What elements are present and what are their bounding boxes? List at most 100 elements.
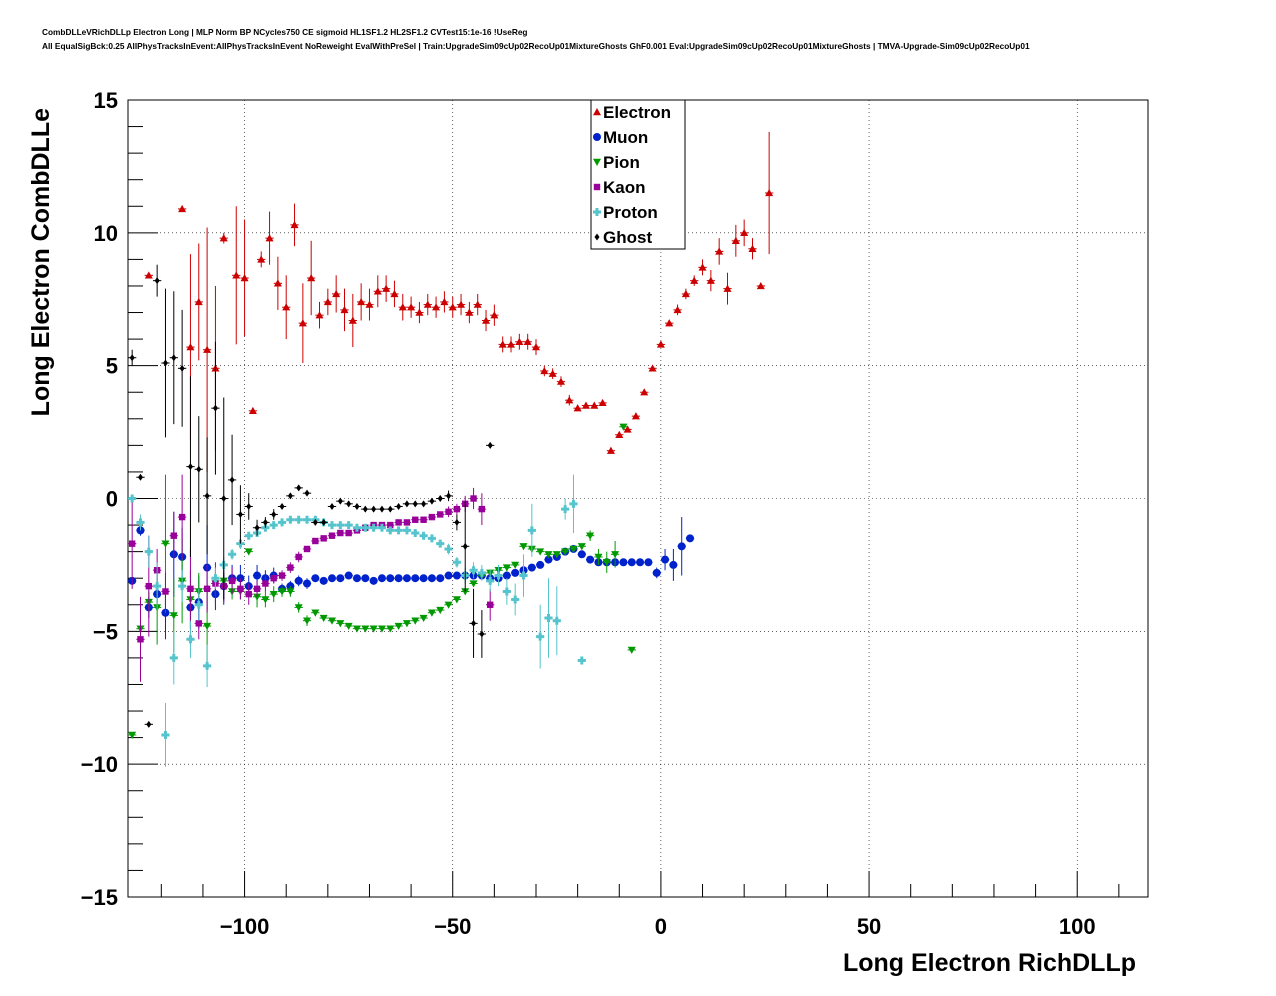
ghost-point: [469, 588, 478, 658]
data-marker: [577, 550, 586, 559]
pion-point: [610, 541, 620, 568]
pion-point: [336, 620, 345, 628]
data-marker: [336, 574, 345, 583]
proton-point: [336, 521, 345, 530]
data-marker: [394, 622, 403, 631]
data-marker: [544, 614, 553, 623]
data-marker: [536, 632, 545, 641]
data-marker: [187, 463, 193, 471]
electron-point: [540, 365, 549, 377]
data-marker: [273, 279, 282, 287]
muon-point: [502, 571, 512, 580]
data-marker: [494, 571, 503, 580]
pion-point: [277, 586, 287, 597]
electron-point: [756, 281, 765, 290]
kaon-point: [436, 511, 445, 518]
data-marker: [153, 582, 162, 591]
data-marker: [444, 601, 453, 609]
data-marker: [262, 518, 268, 526]
pion-point: [369, 625, 378, 633]
pion-point: [544, 551, 553, 559]
data-marker: [144, 547, 153, 556]
proton-point: [386, 526, 395, 535]
y-tick-label: 5: [106, 354, 118, 379]
x-tick-label: 100: [1059, 914, 1096, 939]
pion-point: [386, 625, 395, 633]
data-marker: [253, 585, 261, 593]
data-marker: [186, 635, 195, 644]
x-axis-title: Long Electron RichDLLp: [843, 949, 1136, 977]
data-marker: [328, 617, 336, 625]
muon-point: [536, 560, 545, 569]
electron-point: [606, 446, 616, 454]
pion-point: [619, 423, 628, 431]
data-marker: [228, 577, 236, 585]
proton-point: [286, 515, 295, 524]
data-marker: [586, 532, 595, 540]
data-marker: [219, 234, 228, 242]
pion-point: [311, 609, 320, 617]
proton-point: [136, 514, 145, 531]
ghost-point: [136, 473, 145, 481]
data-marker: [527, 526, 536, 535]
data-marker: [420, 516, 427, 523]
electron-point: [340, 288, 349, 332]
ghost-point: [128, 349, 137, 366]
proton-point: [452, 556, 462, 568]
electron-point: [706, 270, 716, 292]
data-marker: [237, 510, 243, 518]
data-marker: [369, 625, 378, 633]
pion-point: [569, 545, 578, 553]
data-marker: [336, 620, 345, 628]
data-marker: [411, 617, 420, 625]
legend-item-muon: Muon: [593, 128, 648, 147]
proton-point: [361, 523, 370, 532]
ghost-point: [411, 500, 420, 508]
y-tick-label: −5: [93, 619, 118, 644]
x-tick-label: 0: [655, 914, 667, 939]
data-marker: [323, 297, 332, 306]
muon-point: [511, 568, 520, 577]
kaon-point: [136, 596, 145, 682]
data-marker: [261, 596, 270, 604]
data-marker: [179, 364, 185, 372]
muon-point: [585, 555, 595, 564]
kaon-point: [319, 535, 328, 542]
electron-point: [698, 259, 707, 276]
data-marker: [269, 590, 278, 599]
kaon-point: [394, 519, 403, 526]
data-marker: [432, 303, 441, 311]
data-marker: [178, 513, 186, 521]
data-marker: [294, 604, 303, 612]
kaon-point: [444, 506, 453, 518]
data-marker: [287, 564, 294, 571]
data-marker: [346, 500, 352, 508]
data-marker: [382, 284, 391, 292]
data-marker: [411, 529, 420, 538]
electron-point: [307, 240, 316, 316]
kaon-point: [277, 570, 287, 581]
data-marker: [446, 492, 452, 500]
ghost-point: [361, 505, 370, 513]
data-marker: [502, 564, 511, 572]
ghost-point: [219, 397, 228, 600]
muon-point: [577, 550, 586, 559]
data-marker: [194, 600, 203, 609]
data-marker: [627, 646, 636, 654]
data-marker: [415, 308, 424, 316]
electron-point: [573, 404, 582, 412]
data-marker: [137, 636, 144, 643]
data-marker: [590, 401, 599, 409]
pion-point: [302, 615, 312, 627]
data-marker: [373, 287, 382, 295]
ghost-point: [402, 500, 412, 508]
data-marker: [278, 588, 287, 596]
data-marker: [445, 508, 452, 515]
legend-label: Muon: [603, 128, 648, 147]
data-marker: [361, 523, 370, 532]
data-marker: [315, 311, 324, 319]
kaon-point: [202, 564, 212, 613]
data-marker: [328, 574, 336, 583]
data-marker: [237, 585, 244, 593]
electron-point: [731, 224, 740, 257]
